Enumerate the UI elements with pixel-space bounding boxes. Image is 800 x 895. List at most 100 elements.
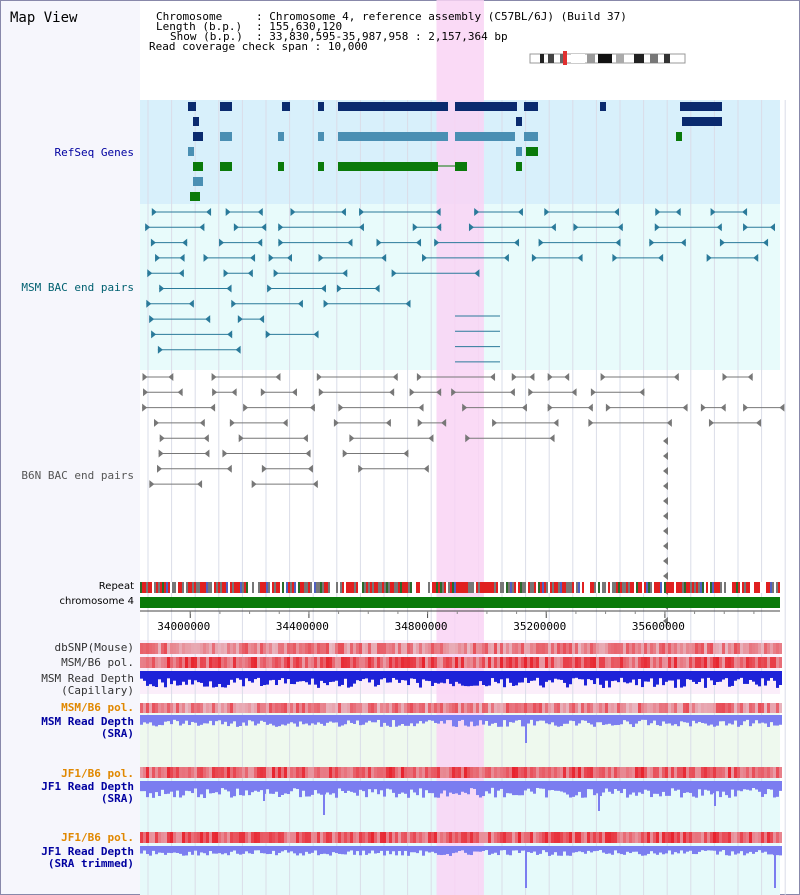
msm-pol2-cell	[419, 703, 422, 713]
repeat-bar	[700, 582, 702, 593]
repeat-bar	[248, 582, 250, 593]
msm-cap-depth-bar	[350, 671, 353, 687]
msm-cap-depth-bar	[695, 671, 698, 684]
jf1-pol2-cell	[215, 832, 218, 843]
msm-sra-depth-bar	[599, 715, 602, 723]
dbsnp-cell	[503, 643, 506, 654]
msm-bac-end-marker	[615, 238, 621, 247]
repeat-bar	[186, 582, 188, 593]
jf1-trim-depth-bar	[587, 846, 590, 851]
jf1-depth-bar	[299, 781, 302, 798]
jf1-pol-cell	[647, 767, 650, 778]
msm-pol2-cell	[476, 703, 479, 713]
repeat-bar	[694, 582, 696, 593]
msm-cap-depth-bar	[170, 671, 173, 685]
jf1-depth-bar	[215, 781, 218, 793]
track-label-dbsnp: dbSNP(Mouse)	[54, 641, 134, 654]
msm-pol2-cell	[533, 703, 536, 713]
msm-pol2-cell	[596, 703, 599, 713]
repeat-bar	[414, 582, 416, 593]
repeat-bar	[220, 582, 222, 593]
dbsnp-cell	[779, 643, 782, 654]
dbsnp-cell	[524, 643, 527, 654]
repeat-bar	[618, 582, 620, 593]
jf1-trim-depth-bar	[518, 846, 521, 854]
repeat-bar	[340, 582, 342, 593]
msm-pol-cell	[575, 657, 578, 668]
jf1-pol2-cell	[569, 832, 572, 843]
msm-cap-depth-bar	[560, 671, 563, 680]
repeat-bar	[296, 582, 298, 593]
msm-cap-depth-bar	[188, 671, 191, 680]
jf1-pol2-cell	[476, 832, 479, 843]
jf1-pol-cell	[455, 767, 458, 778]
msm-pol2-cell	[506, 703, 509, 713]
jf1-trim-depth-bar	[491, 846, 494, 854]
dbsnp-cell	[515, 643, 518, 654]
jf1-pol-cell	[521, 767, 524, 778]
msm-bac-end-marker	[273, 269, 279, 278]
gene-exon	[516, 117, 522, 126]
jf1-pol-cell	[254, 767, 257, 778]
msm-sra-depth-bar	[185, 715, 188, 721]
jf1-pol2-cell	[554, 832, 557, 843]
repeat-bar	[230, 582, 232, 593]
jf1-pol-cell	[551, 767, 554, 778]
msm-sra-depth-bar	[470, 715, 473, 722]
jf1-depth-bar	[773, 781, 776, 798]
jf1-trim-depth-bar	[314, 846, 317, 851]
msm-pol-cell	[608, 657, 611, 668]
ruler-tick-label: 35600000	[631, 620, 685, 633]
jf1-pol2-cell	[203, 832, 206, 843]
dbsnp-cell	[632, 643, 635, 654]
jf1-trim-depth-bar	[401, 846, 404, 856]
jf1-depth-bar	[227, 781, 230, 792]
jf1-trim-depth-bar	[776, 846, 779, 856]
msm-pol2-cell	[224, 703, 227, 713]
jf1-trim-depth-bar	[260, 846, 263, 854]
repeat-bar	[428, 582, 430, 593]
jf1-depth-bar	[698, 781, 701, 790]
msm-pol-cell	[416, 657, 419, 668]
msm-sra-depth-bar	[623, 715, 626, 721]
msm-sra-depth-bar	[275, 715, 278, 727]
msm-bac-end-marker	[544, 208, 550, 216]
jf1-pol-cell	[269, 767, 272, 778]
msm-pol2-cell	[581, 703, 584, 713]
msm-cap-depth-bar	[206, 671, 209, 687]
msm-sra-depth-bar	[656, 715, 659, 726]
jf1-trim-depth-bar	[356, 846, 359, 852]
jf1-trim-depth-bar	[320, 846, 323, 855]
msm-sra-depth-bar	[305, 715, 308, 724]
msm-pol2-cell	[620, 703, 623, 713]
jf1-pol2-cell	[629, 832, 632, 843]
msm-sra-depth-bar	[152, 715, 155, 726]
msm-cap-depth-bar	[605, 671, 608, 681]
jf1-pol2-cell	[704, 832, 707, 843]
dbsnp-cell	[434, 643, 437, 654]
dbsnp-cell	[605, 643, 608, 654]
msm-pol-cell	[245, 657, 248, 668]
dbsnp-cell	[311, 643, 314, 654]
repeat-bar	[574, 582, 576, 593]
msm-cap-depth-bar	[767, 671, 770, 681]
msm-pol-cell	[584, 657, 587, 668]
msm-cap-depth-bar	[338, 671, 341, 687]
jf1-pol2-cell	[197, 832, 200, 843]
msm-pol-cell	[461, 657, 464, 668]
jf1-pol2-cell	[494, 832, 497, 843]
msm-cap-depth-bar	[719, 671, 722, 682]
jf1-depth-bar	[488, 781, 491, 794]
b6n-bac-end-marker	[158, 449, 164, 458]
dbsnp-cell	[686, 643, 689, 654]
repeat-bar	[642, 582, 644, 593]
jf1-pol-cell	[209, 767, 212, 778]
msm-pol-cell	[350, 657, 353, 668]
jf1-trim-depth-bar	[509, 846, 512, 856]
jf1-pol-cell	[152, 767, 155, 778]
msm-pol-cell	[512, 657, 515, 668]
jf1-pol2-cell	[416, 832, 419, 843]
repeat-bar	[216, 582, 218, 593]
msm-pol2-cell	[542, 703, 545, 713]
